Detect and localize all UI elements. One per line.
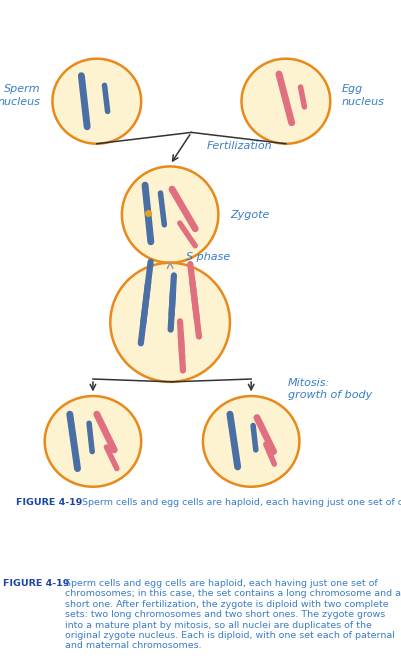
Text: Sperm
nucleus: Sperm nucleus [0,84,41,107]
Ellipse shape [122,167,218,263]
Text: Zygote: Zygote [229,209,269,219]
Ellipse shape [52,59,141,144]
Ellipse shape [203,396,299,487]
Text: Fertilization: Fertilization [206,141,272,151]
Text: FIGURE 4-19: FIGURE 4-19 [16,498,82,507]
Ellipse shape [110,263,229,382]
Text: Sperm cells and egg cells are haploid, each having just one set of chromosomes; : Sperm cells and egg cells are haploid, e… [65,579,400,650]
Ellipse shape [241,59,330,144]
Text: Sperm cells and egg cells are haploid, each having just one set of chromosomes; : Sperm cells and egg cells are haploid, e… [79,498,401,507]
Text: S phase: S phase [185,252,229,262]
Text: FIGURE 4-19: FIGURE 4-19 [3,579,76,588]
Ellipse shape [45,396,141,487]
Text: Mitosis:
growth of body: Mitosis: growth of body [287,378,371,400]
Text: Egg
nucleus: Egg nucleus [341,84,384,107]
